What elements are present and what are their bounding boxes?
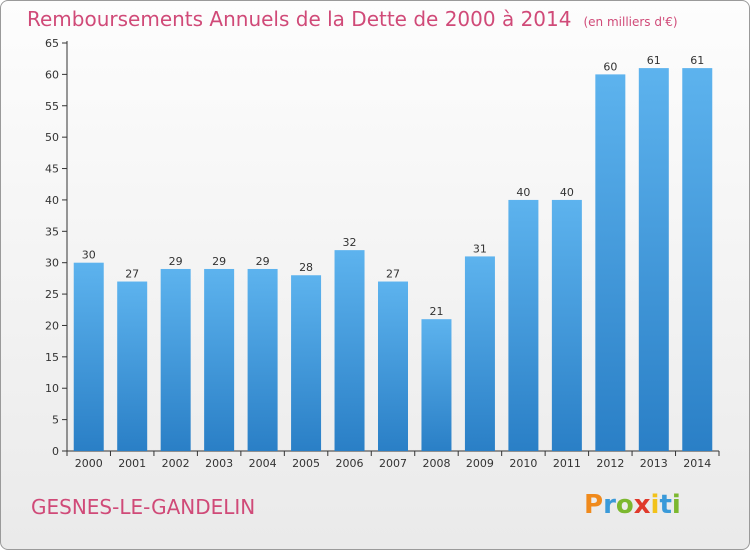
chart-unit: (en milliers d'€) — [583, 15, 678, 29]
x-tick-label: 2002 — [162, 457, 190, 470]
x-tick-label: 2012 — [596, 457, 624, 470]
y-tick-label: 0 — [52, 445, 59, 458]
y-tick-label: 25 — [45, 288, 59, 301]
logo-letter: x — [633, 490, 651, 520]
logo-letter: r — [603, 490, 616, 520]
x-tick-label: 2009 — [466, 457, 494, 470]
data-label: 30 — [82, 249, 96, 262]
data-label: 21 — [429, 305, 443, 318]
chart-title-text: Remboursements Annuels de la Dette de 20… — [27, 7, 572, 31]
x-tick-label: 2003 — [205, 457, 233, 470]
x-tick-label: 2013 — [640, 457, 668, 470]
data-label: 27 — [386, 268, 400, 281]
data-label: 40 — [560, 186, 574, 199]
bar-2012 — [595, 74, 626, 451]
y-tick-label: 60 — [45, 68, 59, 81]
x-tick-label: 2006 — [336, 457, 364, 470]
x-tick-label: 2000 — [75, 457, 103, 470]
logo-letter: t — [659, 490, 672, 520]
data-labels-group: 30 27 29 29 29 28 32 27 21 31 40 40 60 61 61 — [82, 54, 705, 318]
logo-letter: i — [650, 490, 660, 520]
bar-2004 — [247, 268, 278, 451]
data-label: 29 — [256, 255, 270, 268]
x-tick-label: 2008 — [422, 457, 450, 470]
bar-2008 — [421, 319, 452, 451]
data-label: 32 — [343, 236, 357, 249]
data-label: 40 — [516, 186, 530, 199]
y-tick-label: 30 — [45, 257, 59, 270]
bar-2001 — [117, 281, 148, 451]
x-tick-label: 2011 — [553, 457, 581, 470]
commune-name: GESNES-LE-GANDELIN — [31, 495, 256, 519]
chart-title: Remboursements Annuels de la Dette de 20… — [27, 7, 678, 31]
logo-letter: i — [671, 490, 681, 520]
bar-2005 — [291, 275, 322, 451]
x-tick-label: 2004 — [249, 457, 277, 470]
x-tick-label: 2007 — [379, 457, 407, 470]
data-label: 60 — [603, 60, 617, 73]
bar-2000 — [73, 262, 104, 451]
y-tick-label: 55 — [45, 100, 59, 113]
bar-2003 — [204, 268, 235, 451]
y-tick-label: 20 — [45, 319, 59, 332]
y-tick-label: 65 — [45, 37, 59, 50]
data-label: 29 — [212, 255, 226, 268]
y-tick-label: 5 — [52, 414, 59, 427]
x-tick-label: 2005 — [292, 457, 320, 470]
bars-group — [73, 68, 713, 451]
proxiti-logo: Proxiti — [584, 490, 681, 520]
data-label: 27 — [125, 268, 139, 281]
y-tick-label: 50 — [45, 131, 59, 144]
x-axis: 2000 2001 2002 2003 2004 2005 2006 2007 2008 2009… — [66, 450, 720, 470]
bar-2013 — [638, 68, 669, 451]
bar-2014 — [682, 68, 713, 451]
data-label: 31 — [473, 242, 487, 255]
logo-letter: P — [584, 490, 604, 520]
logo-letter: o — [615, 490, 634, 520]
x-tick-label: 2010 — [509, 457, 537, 470]
bar-2002 — [160, 268, 191, 451]
y-axis: 0 5 10 15 20 25 30 35 40 45 50 55 60 65 — [45, 37, 68, 458]
data-label: 61 — [647, 54, 661, 67]
y-tick-label: 45 — [45, 163, 59, 176]
y-tick-label: 35 — [45, 225, 59, 238]
y-tick-label: 10 — [45, 382, 59, 395]
x-tick-label: 2014 — [683, 457, 711, 470]
bar-2011 — [551, 199, 582, 451]
bar-2006 — [334, 250, 365, 451]
bar-2007 — [378, 281, 408, 451]
data-label: 29 — [169, 255, 183, 268]
y-tick-label: 15 — [45, 351, 59, 364]
data-label: 28 — [299, 261, 313, 274]
data-label: 61 — [690, 54, 704, 67]
x-tick-label: 2001 — [118, 457, 146, 470]
bar-2009 — [464, 256, 495, 451]
bar-2010 — [508, 199, 539, 451]
y-tick-label: 40 — [45, 194, 59, 207]
